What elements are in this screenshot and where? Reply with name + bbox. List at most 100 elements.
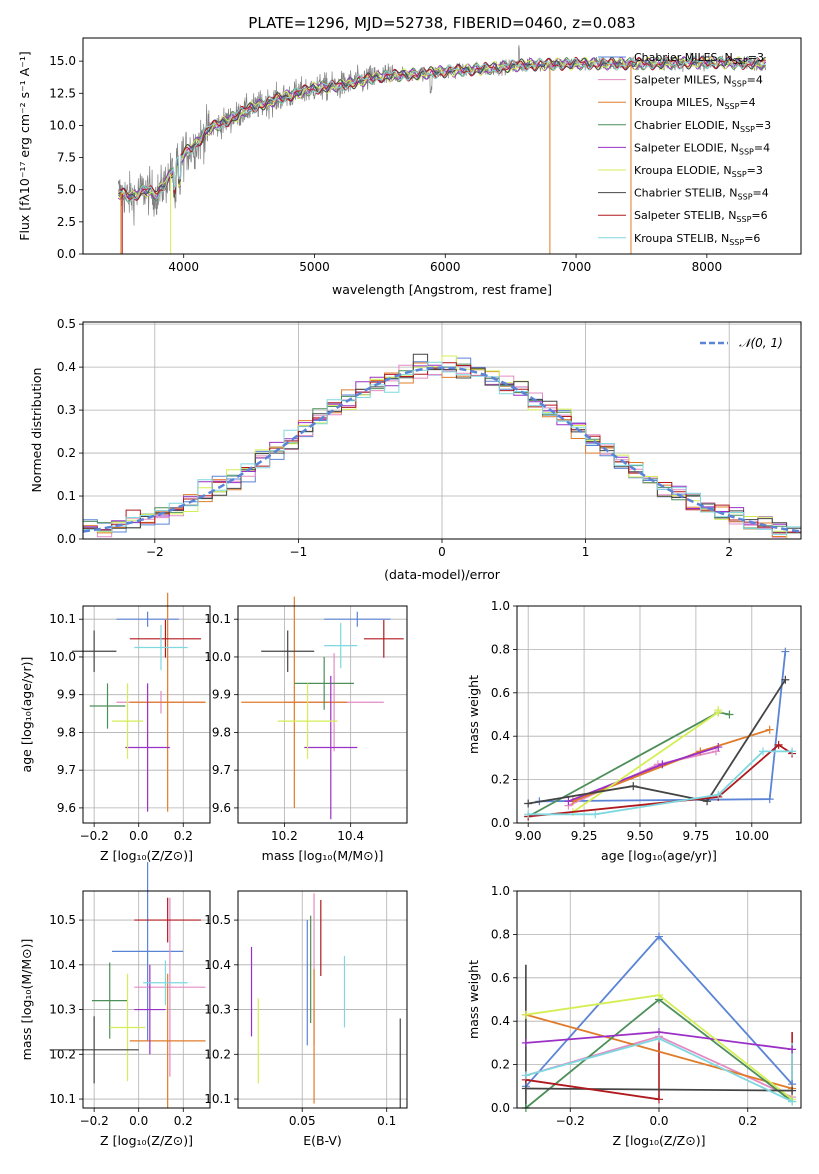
ytick-label: 0.6	[491, 686, 510, 700]
spectrum-ytick-label: 5.0	[57, 183, 76, 197]
xlabel: mass [log₁₀(M/M⊙)]	[262, 848, 384, 863]
xtick-label: 0.2	[174, 829, 193, 843]
residual-panel: −2 −1 0 1 2 0.0 0.1 0.2 0.3 0.4 0.5 (data-model)/e…	[29, 317, 802, 582]
mass-weight-marker	[788, 1045, 797, 1054]
ytick-label: 10.1	[49, 612, 76, 626]
ytick-label: 10.1	[49, 1092, 76, 1106]
xtick-label: −0.2	[556, 1114, 585, 1128]
xtick-label: 9.75	[683, 829, 710, 843]
xtick-label: 10.00	[735, 829, 769, 843]
ytick-label: 9.8	[212, 725, 231, 739]
mass-weight-marker	[788, 1086, 797, 1095]
mass-weight-marker	[781, 647, 790, 656]
ytick-label: 10.2	[204, 1047, 231, 1061]
panel-frame	[237, 890, 408, 1109]
ytick-label: 10.4	[49, 958, 76, 972]
spectrum-xtick-label: 4000	[168, 260, 199, 274]
spectrum-xtick-label: 8000	[692, 260, 723, 274]
legend-entry: Chabrier ELODIE, NSSP=3	[634, 119, 771, 134]
ytick-label: 9.6	[57, 801, 76, 815]
spectrum-ylabel: Flux [fλ10⁻¹⁷ erg cm⁻² s⁻¹ A⁻¹]	[17, 51, 32, 240]
xlabel: Z [log₁₀(Z/Z⊙)]	[613, 1133, 706, 1148]
mass-vs-EBV-panel: 0.05 0.1 10.1 10.2 10.3 10.4 10.5 E(B-V)	[204, 890, 408, 1148]
mass-weight-marker	[781, 675, 790, 684]
age-vs-Z-panel: −0.2 0.0 0.2 9.6 9.7 9.8 9.9 10.0 10.1 Z [log₁₀(Z…	[19, 592, 211, 863]
xtick-label: 0.0	[129, 829, 148, 843]
mass-weight-marker	[521, 1084, 530, 1093]
ytick-label: 1.0	[491, 884, 510, 898]
residual-ytick-label: 0.3	[57, 403, 76, 417]
mass-weight-line	[528, 743, 793, 818]
ytick-label: 9.8	[57, 725, 76, 739]
mass-weight-marker	[725, 710, 734, 719]
mass-weight-vs-Z-panel: −0.2 0.0 0.2 0.0 0.2 0.4 0.6 0.8 1.0 Z [log₁₀(Z/Z…	[466, 884, 802, 1148]
ytick-label: 0.8	[491, 642, 510, 656]
mass-weight-marker	[758, 747, 767, 756]
mass-weight-marker	[712, 747, 721, 756]
xtick-label: 9.25	[571, 829, 598, 843]
panel-frame	[516, 890, 802, 1109]
residual-ytick-label: 0.1	[57, 489, 76, 503]
mass-weight-marker	[788, 1097, 797, 1106]
mass-weight-line	[528, 750, 793, 816]
ylabel: mass [log₁₀(M/M⊙)]	[19, 939, 34, 1061]
spectrum-ytick-label: 0.0	[57, 247, 76, 261]
age-vs-mass-panel: 10.2 10.4 9.6 9.7 9.8 9.9 10.0 10.1 mass [log₁₀(…	[204, 596, 408, 863]
ytick-label: 1.0	[491, 599, 510, 613]
xtick-label: 10.4	[337, 829, 364, 843]
ytick-label: 0.6	[491, 971, 510, 985]
mass-weight-marker	[564, 797, 573, 806]
mass-weight-vs-age-panel: 9.00 9.25 9.50 9.75 10.00 0.0 0.2 0.4 0.6 0.8 1.0 a…	[466, 599, 802, 863]
ytick-label: 10.5	[204, 913, 231, 927]
legend-entry: Salpeter STELIB, NSSP=6	[634, 209, 768, 224]
residual-legend: 𝒩(0, 1)	[700, 336, 783, 350]
model-spectrum-line	[118, 56, 766, 201]
ytick-label: 10.1	[204, 612, 231, 626]
legend-entry: Kroupa STELIB, NSSP=6	[634, 232, 760, 247]
mass-weight-line	[525, 1087, 793, 1092]
ytick-label: 9.9	[57, 688, 76, 702]
ytick-label: 0.0	[491, 816, 510, 830]
spectrum-title: PLATE=1296, MJD=52738, FIBERID=0460, z=0…	[248, 14, 635, 32]
ylabel: mass weight	[466, 960, 481, 1039]
mass-weight-marker	[658, 760, 667, 769]
residual-ytick-label: 0.5	[57, 317, 76, 331]
ytick-label: 9.6	[212, 801, 231, 815]
model-spectrum-line	[117, 55, 766, 203]
legend-entry: Chabrier STELIB, NSSP=4	[634, 187, 769, 202]
residual-xtick-label: 2	[725, 545, 733, 559]
mass-weight-marker	[714, 743, 723, 752]
spectrum-xlabel: wavelength [Angstrom, rest frame]	[332, 282, 552, 297]
legend-entry: Salpeter MILES, NSSP=4	[634, 74, 763, 89]
spectrum-xtick-label: 7000	[561, 260, 592, 274]
mass-weight-marker	[629, 782, 638, 791]
xtick-label: 0.2	[738, 1114, 757, 1128]
ytick-label: 10.2	[49, 1047, 76, 1061]
legend-entry: Kroupa MILES, NSSP=4	[634, 96, 756, 111]
mass-weight-marker	[765, 725, 774, 734]
legend-entry: Chabrier MILES, NSSP=3	[634, 51, 764, 66]
ytick-label: 0.0	[491, 1101, 510, 1115]
ytick-label: 9.9	[212, 688, 231, 702]
ylabel: age [log₁₀(age/yr)]	[19, 657, 34, 773]
residual-xlabel: (data-model)/error	[384, 567, 501, 582]
ytick-label: 10.0	[49, 650, 76, 664]
mass-weight-marker	[765, 795, 774, 804]
residual-ylabel: Normed distribution	[29, 368, 44, 493]
residual-xtick-label: −1	[290, 545, 308, 559]
panel-frame	[82, 605, 211, 824]
mass-weight-line	[525, 1013, 793, 1090]
spectrum-panel: PLATE=1296, MJD=52738, FIBERID=0460, z=0…	[17, 14, 802, 297]
mass-weight-marker	[655, 932, 663, 941]
mass-weight-line	[539, 651, 787, 803]
mass-weight-marker	[788, 747, 797, 756]
ytick-label: 9.7	[212, 763, 231, 777]
ytick-label: 10.0	[204, 650, 231, 664]
mass-weight-marker	[524, 799, 533, 808]
mass-weight-marker	[655, 991, 663, 1000]
mass-weight-marker	[521, 1010, 530, 1019]
panel-frame	[516, 605, 802, 824]
spectrum-ytick-label: 12.5	[49, 86, 76, 100]
mass-weight-marker	[714, 790, 723, 799]
